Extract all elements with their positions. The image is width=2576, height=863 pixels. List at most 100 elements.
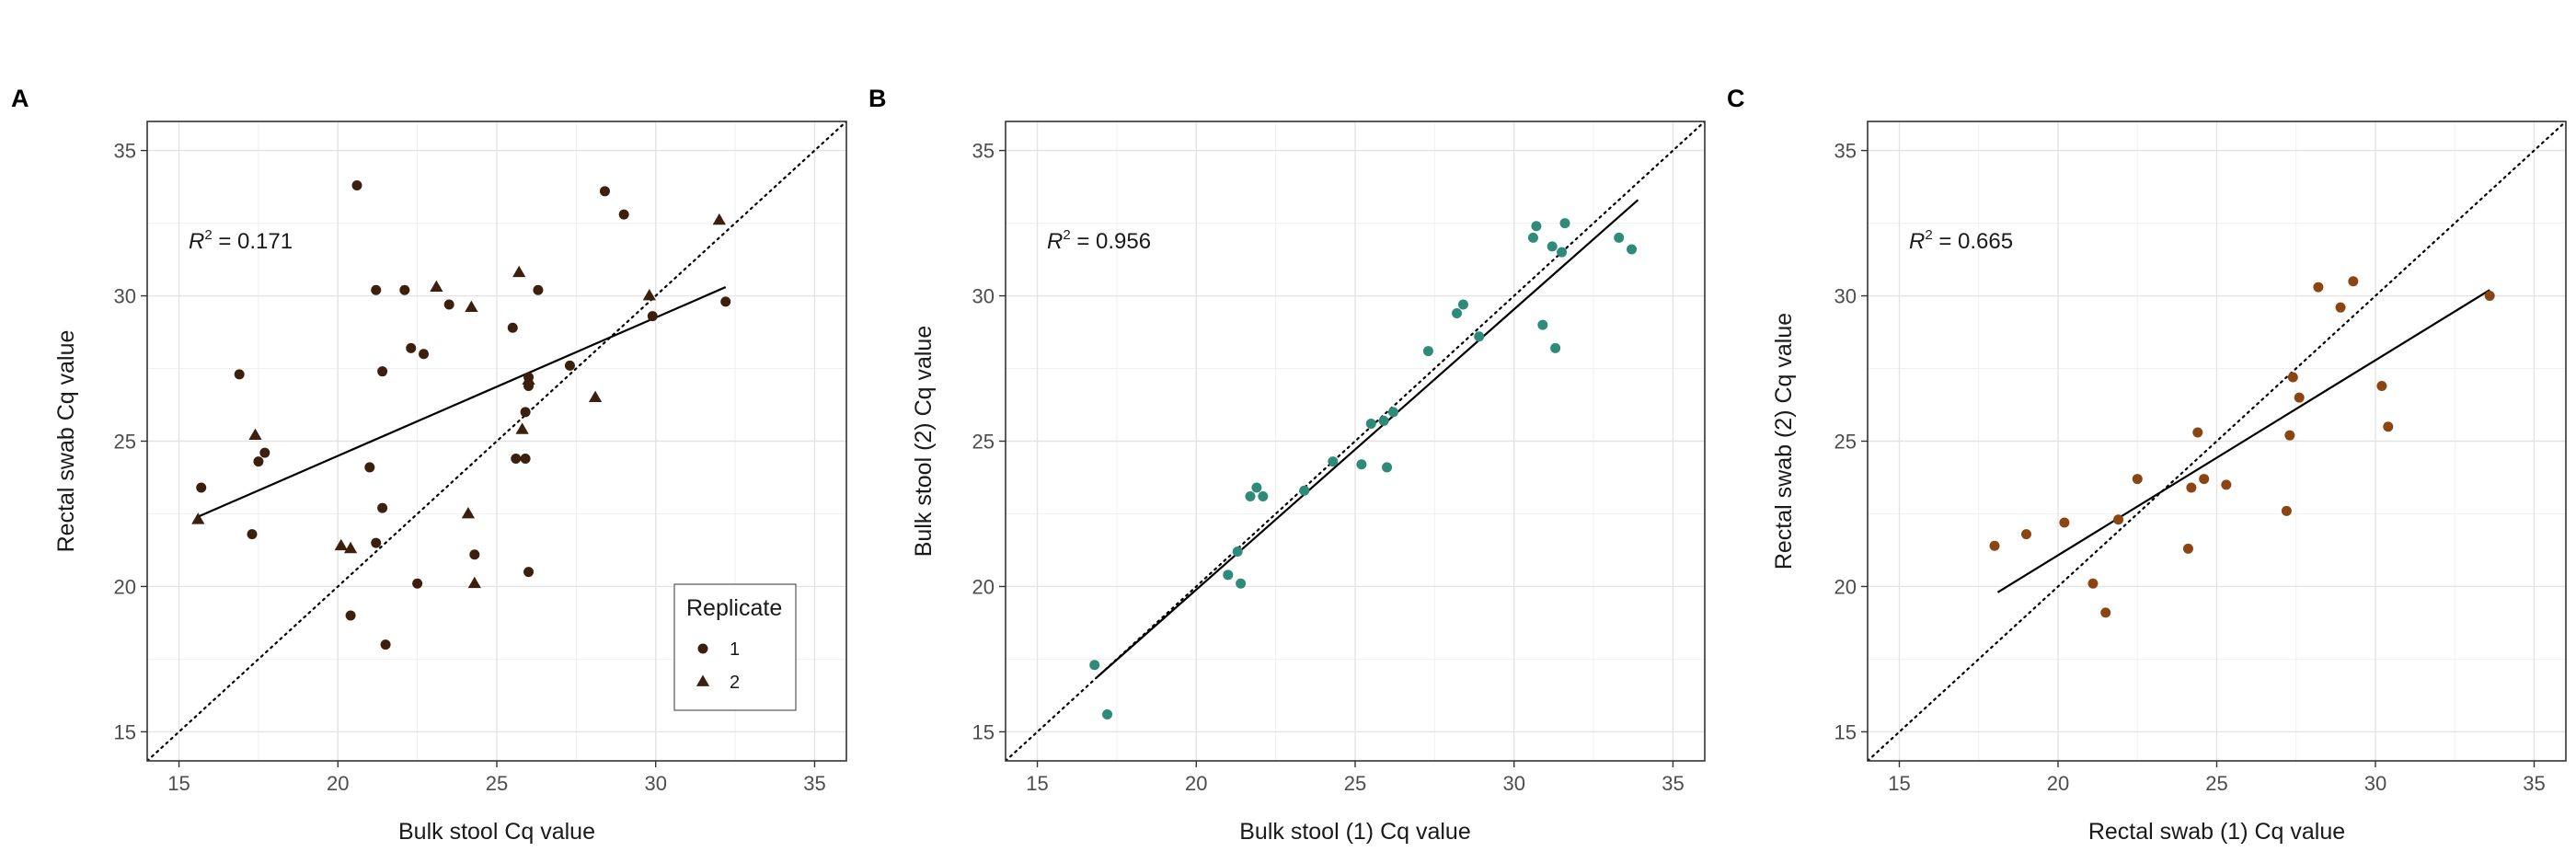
- data-point: [380, 639, 391, 650]
- data-point-triangle: [588, 390, 603, 402]
- data-point: [2294, 392, 2305, 403]
- data-point: [1378, 415, 1389, 426]
- data-point: [2484, 291, 2495, 302]
- y-axis-title: Rectal swab (2) Cq value: [1771, 313, 1797, 570]
- data-point: [1258, 491, 1269, 502]
- y-tick-label: 25: [972, 431, 995, 454]
- data-point: [399, 284, 410, 295]
- data-point-triangle: [430, 280, 443, 292]
- x-tick-label: 30: [644, 772, 666, 795]
- x-tick-label: 30: [1502, 772, 1524, 795]
- data-point: [443, 299, 454, 310]
- data-point: [2182, 543, 2193, 554]
- data-point-triangle: [512, 265, 526, 278]
- x-axis-title: Bulk stool Cq value: [398, 819, 595, 845]
- data-point: [2335, 302, 2346, 313]
- data-point: [1251, 482, 1262, 493]
- data-point: [371, 537, 382, 548]
- legend-label: 2: [730, 673, 740, 693]
- data-point: [523, 567, 535, 578]
- panel-letter: C: [1727, 85, 1745, 112]
- data-point-triangle: [191, 512, 205, 524]
- data-point: [720, 296, 731, 307]
- x-tick-label: 35: [2523, 772, 2545, 795]
- data-point: [520, 407, 531, 418]
- r-squared-annotation: R2 = 0.665: [1909, 227, 2013, 254]
- data-point-triangle: [467, 576, 481, 589]
- legend-key-circle: [697, 643, 708, 654]
- y-tick-label: 30: [972, 285, 995, 308]
- x-axis-title: Rectal swab (1) Cq value: [2088, 819, 2345, 845]
- r-squared-annotation: R2 = 0.171: [189, 227, 293, 254]
- data-point: [419, 349, 430, 360]
- data-point: [1245, 491, 1256, 502]
- data-point: [1989, 540, 2000, 551]
- data-point: [247, 529, 258, 540]
- x-tick-label: 15: [1888, 772, 1910, 795]
- y-tick-label: 20: [1834, 575, 1857, 598]
- data-point: [1531, 221, 1542, 232]
- data-point: [364, 462, 375, 473]
- data-point: [507, 322, 518, 333]
- data-point: [2087, 578, 2099, 589]
- data-point-triangle: [712, 213, 726, 225]
- data-point: [1559, 218, 1570, 229]
- y-tick-label: 30: [1834, 285, 1857, 308]
- data-point: [520, 453, 531, 464]
- y-tick-label: 35: [1834, 140, 1857, 163]
- data-point: [2383, 421, 2394, 432]
- y-tick-label: 20: [114, 575, 136, 598]
- x-tick-label: 15: [167, 772, 190, 795]
- data-point: [1550, 342, 1561, 353]
- data-point-triangle: [515, 422, 529, 434]
- legend-label: 1: [730, 639, 740, 660]
- plot-area: [1006, 121, 1705, 761]
- panel-a: A 15 20 25 30 35 15 20 25 30 35 Bulk stool Cq value…: [11, 85, 847, 845]
- data-point: [1382, 462, 1393, 473]
- data-point: [234, 369, 245, 380]
- data-point-triangle: [343, 541, 358, 554]
- data-point-triangle: [248, 428, 262, 441]
- data-point: [1387, 407, 1398, 418]
- data-point: [618, 209, 629, 220]
- data-point: [469, 549, 480, 560]
- legend-title: Replicate: [686, 595, 782, 621]
- data-point: [2100, 607, 2111, 618]
- data-point: [1547, 241, 1558, 252]
- data-point: [196, 482, 207, 493]
- data-point: [2221, 479, 2232, 490]
- data-point: [1365, 419, 1376, 430]
- x-tick-label: 15: [1026, 772, 1048, 795]
- data-point: [2059, 517, 2070, 528]
- plot-area: [147, 121, 846, 761]
- x-tick-label: 35: [803, 772, 825, 795]
- data-point: [1457, 299, 1468, 310]
- y-tick-label: 15: [114, 720, 136, 743]
- data-point: [1422, 346, 1433, 357]
- data-point-triangle: [465, 300, 478, 313]
- data-point: [2113, 514, 2124, 525]
- data-point: [2281, 505, 2292, 516]
- data-point: [2021, 529, 2031, 540]
- x-tick-label: 20: [1185, 772, 1207, 795]
- data-point-triangle: [461, 506, 476, 519]
- data-point: [1102, 708, 1113, 719]
- panel-b: B 15 20 25 30 35 15 20 25 30 35 Bulk stool (1) Cq v…: [868, 85, 1706, 845]
- data-point: [406, 342, 417, 353]
- data-point: [1452, 308, 1463, 318]
- x-tick-label: 20: [327, 772, 349, 795]
- y-tick-label: 20: [972, 575, 995, 598]
- y-axis-title: Rectal swab Cq value: [53, 330, 79, 553]
- data-point: [564, 360, 575, 371]
- x-tick-label: 25: [1344, 772, 1366, 795]
- data-point: [377, 366, 388, 377]
- data-point: [1328, 456, 1339, 467]
- data-point: [351, 180, 362, 190]
- y-tick-label: 35: [114, 140, 136, 163]
- regression-line: [1097, 199, 1639, 678]
- data-point: [647, 311, 658, 322]
- y-axis-title: Bulk stool (2) Cq value: [911, 326, 937, 558]
- data-point-triangle: [334, 538, 348, 551]
- data-point: [2376, 380, 2387, 391]
